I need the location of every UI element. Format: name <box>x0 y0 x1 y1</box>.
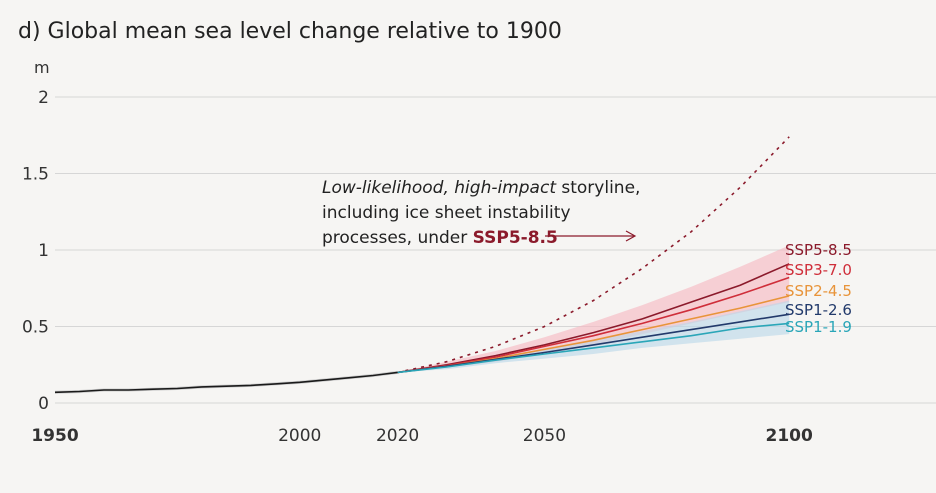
historical-line <box>54 371 398 394</box>
annotation-line-3-text: processes, under <box>322 228 473 248</box>
annotation-ssp585-label: SSP5-8.5 <box>473 228 558 248</box>
x-tick-label: 2050 <box>523 426 566 446</box>
annotation-line-1: Low-likelihood, high-impact storyline, <box>322 178 640 198</box>
annotation-line-3: processes, under SSP5-8.5 <box>322 228 558 248</box>
series-label: SSP5-8.5 <box>785 241 852 259</box>
x-tick-labels: 1950 2000 2020 2050 2100 <box>31 426 813 446</box>
uncertainty-band-0 <box>397 245 790 373</box>
series-line-ssp5-8-5 <box>397 263 790 374</box>
annotation-italic: Low-likelihood, high-impact <box>322 178 557 198</box>
x-tick-label: 2000 <box>278 426 321 446</box>
series-label: SSP3-7.0 <box>785 261 852 279</box>
annotation-arrow-head-icon <box>625 230 637 242</box>
uncertainty-band-1 <box>397 300 790 373</box>
annotation-line-2: including ice sheet instability <box>322 203 571 223</box>
series-label: SSP1-1.9 <box>785 318 852 336</box>
x-tick-label: 2100 <box>766 426 813 446</box>
annotation-line-1-rest: storyline, <box>556 178 640 198</box>
y-tick-label: 1.5 <box>22 165 49 185</box>
series-label: SSP1-2.6 <box>785 301 852 319</box>
x-tick-label: 1950 <box>31 426 78 446</box>
scenario-lines <box>397 136 790 374</box>
series-line-ssp3-7-0 <box>397 276 790 374</box>
x-tick-label: 2020 <box>376 426 419 446</box>
y-tick-labels: 0 0.5 1 1.5 2 <box>22 88 49 414</box>
chart-title: d) Global mean sea level change relative… <box>18 19 562 44</box>
storyline-annotation: Low-likelihood, high-impact storyline, i… <box>322 178 640 248</box>
uncertainty-bands <box>397 245 790 373</box>
series-line-ssp1-1-9 <box>397 322 790 374</box>
series-label: SSP2-4.5 <box>785 282 852 300</box>
storyline-dashed-line <box>397 136 790 374</box>
historical-series <box>54 370 398 394</box>
y-tick-label: 0 <box>38 394 49 414</box>
y-tick-label: 1 <box>38 241 49 261</box>
y-tick-label: 0.5 <box>22 318 49 338</box>
y-tick-label: 2 <box>38 88 49 108</box>
y-axis-unit-label: m <box>34 58 50 77</box>
